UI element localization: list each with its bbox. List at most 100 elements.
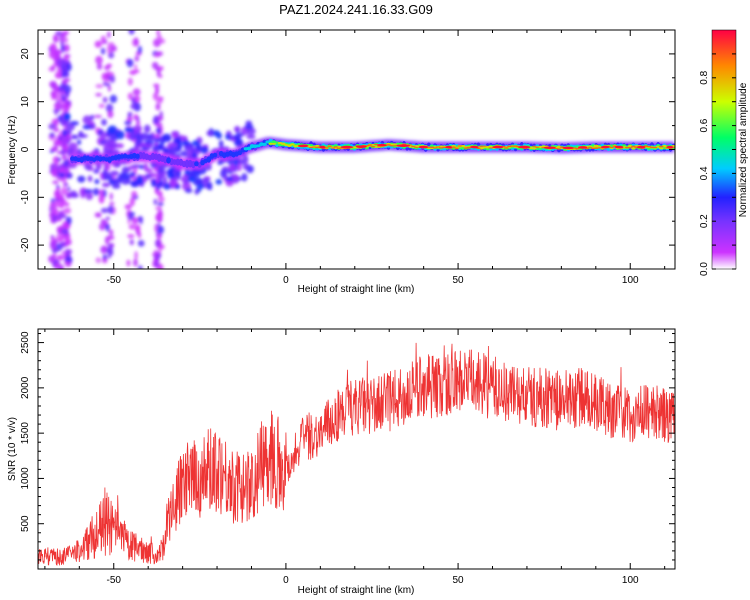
- noise-blob: [134, 55, 140, 62]
- noise-blob: [105, 74, 110, 79]
- noise-blob: [109, 201, 115, 206]
- y-tick-label: -20: [20, 237, 31, 252]
- spectral-blob: [216, 132, 222, 140]
- noise-blob: [137, 240, 145, 247]
- noise-blob: [51, 92, 56, 101]
- noise-blob: [103, 40, 108, 44]
- spectral-blob: [112, 183, 121, 189]
- spectral-blob: [144, 168, 153, 173]
- ridge-segment: [386, 144, 391, 146]
- noise-blob: [60, 188, 68, 195]
- spectral-blob: [139, 132, 149, 141]
- snr-axes: -50 0 50 100 500 1000 1500 2000 2500: [20, 329, 675, 586]
- ridge-segment: [290, 143, 295, 146]
- ridge-segment: [206, 156, 212, 163]
- noise-blob: [156, 51, 164, 57]
- y-tick-label: 2000: [20, 376, 31, 399]
- noise-blob: [134, 64, 138, 70]
- spectral-blob: [59, 173, 65, 178]
- y-tick-label: 20: [20, 48, 31, 60]
- spectral-blob: [101, 171, 111, 177]
- ridge-segment: [324, 147, 329, 149]
- ridge-segment: [287, 144, 292, 147]
- noise-blob: [56, 58, 64, 67]
- noise-blob: [62, 184, 66, 192]
- spectral-blob: [77, 175, 86, 183]
- ridge-peak: [517, 145, 531, 149]
- noise-blob: [105, 216, 111, 221]
- ridge-peak: [636, 145, 646, 149]
- noise-blob: [157, 202, 164, 207]
- noise-blob: [155, 88, 159, 96]
- noise-blob: [106, 45, 111, 54]
- ridge-peak: [396, 144, 410, 148]
- noise-blob: [155, 115, 164, 122]
- ridge-segment: [435, 146, 441, 148]
- noise-blob: [129, 239, 134, 246]
- spectral-blob: [153, 138, 162, 143]
- ridge-peak: [418, 145, 429, 149]
- noise-blob: [132, 88, 141, 96]
- noise-blob: [153, 198, 158, 206]
- spectral-blob: [128, 165, 134, 171]
- noise-blob: [95, 55, 103, 65]
- noise-blob: [59, 213, 67, 219]
- noise-blob: [65, 62, 72, 72]
- spectral-blob: [157, 165, 166, 173]
- spectral-blob: [233, 138, 244, 147]
- noise-blob: [135, 120, 141, 126]
- spectrogram-y-axis-label: Frequency (Hz): [7, 116, 18, 185]
- spectral-blob: [192, 177, 203, 186]
- spectral-blob: [156, 126, 161, 135]
- y-tick-label: 500: [20, 515, 31, 532]
- noise-blob: [154, 239, 161, 248]
- spectral-blob: [60, 135, 71, 143]
- noise-blob: [151, 61, 159, 70]
- spectral-blob: [208, 181, 213, 191]
- noise-blob: [133, 258, 138, 267]
- noise-blob: [133, 69, 140, 73]
- y-tick-label: 2500: [20, 331, 31, 354]
- spectral-blob: [130, 180, 140, 188]
- ridge-segment: [314, 146, 320, 149]
- ridge-peak: [543, 146, 556, 150]
- spectral-blob: [85, 192, 94, 200]
- x-tick-label: 0: [283, 275, 289, 286]
- y-tick-label: 0: [20, 146, 31, 152]
- noise-blob: [50, 236, 54, 241]
- spectral-blob: [171, 132, 179, 139]
- noise-blob: [58, 264, 65, 269]
- noise-blob: [50, 65, 56, 71]
- noise-blob: [109, 229, 114, 236]
- noise-blob: [154, 95, 161, 101]
- noise-blob: [105, 82, 111, 87]
- ridge-segment: [658, 147, 664, 150]
- noise-blob: [100, 207, 109, 214]
- noise-blob: [64, 182, 69, 187]
- noise-blob: [58, 235, 64, 243]
- noise-blob: [63, 84, 72, 94]
- noise-blob: [107, 243, 114, 249]
- noise-blob: [52, 180, 59, 185]
- noise-blob: [54, 200, 60, 208]
- spectral-blob: [194, 188, 200, 195]
- spectral-blob: [241, 173, 248, 182]
- noise-blob: [131, 217, 139, 225]
- ridge-segment: [454, 147, 459, 150]
- noise-blob: [61, 250, 65, 256]
- noise-blob: [58, 176, 66, 182]
- ridge-segment: [627, 147, 633, 149]
- colorbar-label: Normalized spectral amplitude: [738, 82, 749, 217]
- spectral-blob: [233, 126, 241, 133]
- noise-blob: [49, 132, 55, 138]
- ridge-peak: [377, 143, 387, 147]
- spectral-blob: [218, 140, 224, 147]
- noise-blob: [95, 92, 102, 97]
- spectral-blob: [236, 162, 242, 172]
- spectrogram-axes: -50 0 50 100 -20 -10 0 10 20: [20, 29, 675, 286]
- ridge-segment: [482, 145, 487, 147]
- spectral-blob: [225, 134, 231, 140]
- spectrogram-panel: -50 0 50 100 -20 -10 0 10 20 Height of straight …: [7, 29, 676, 295]
- spectral-blob: [76, 139, 82, 145]
- spectral-blob: [146, 140, 151, 145]
